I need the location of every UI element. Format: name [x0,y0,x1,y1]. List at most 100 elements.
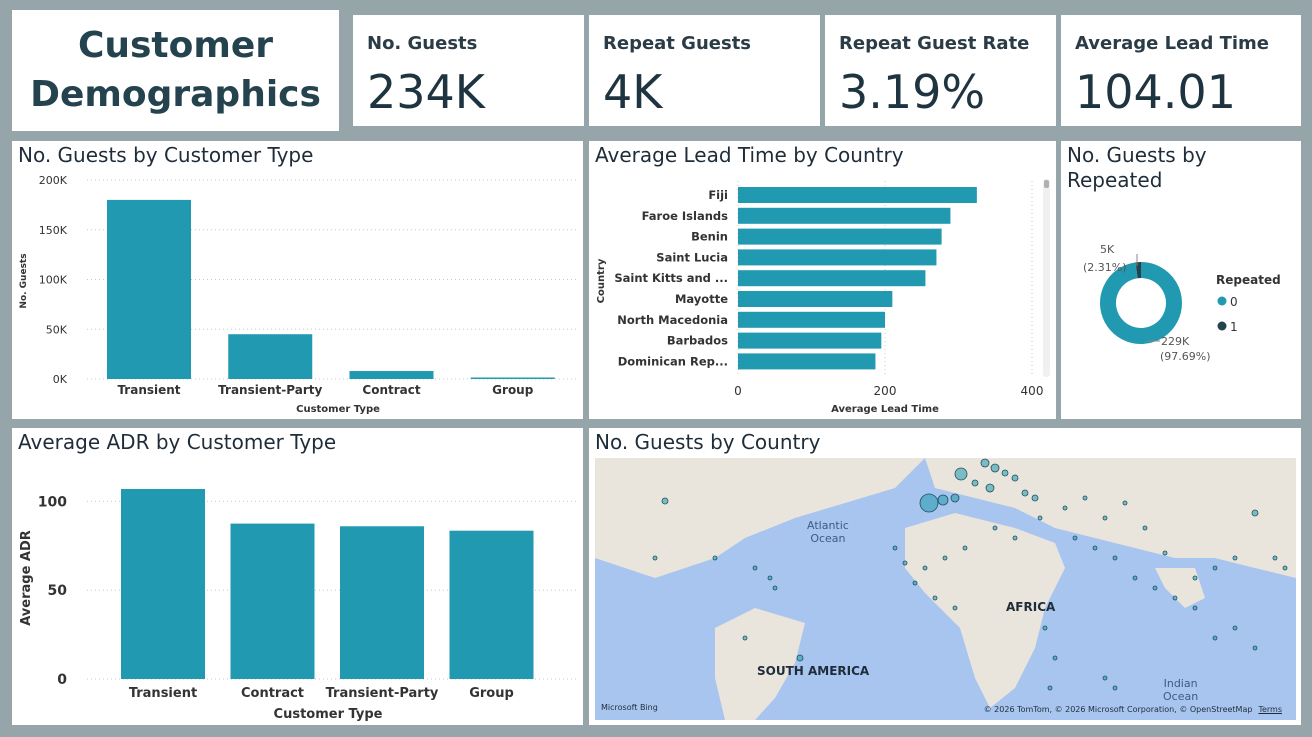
bar [738,270,926,287]
atlantic-line2: Ocean [810,532,846,545]
x-tick-label: Transient [129,686,197,701]
terms-link[interactable]: Terms [1258,705,1282,714]
country-bubble [1192,575,1198,581]
x-axis-label: Customer Type [296,404,380,415]
adr-by-type-panel[interactable]: Average ADR by Customer Type 0 50 100 Trans… [12,428,583,725]
x-tick-label: Transient-Party [326,686,439,701]
country-bubble [752,565,758,571]
repeated-donut-chart[interactable]: 229K (97.69%) 5K (2.31%) Repeated 0 1 [1061,141,1301,419]
kpi-card-guests[interactable]: No. Guests 234K [353,15,584,126]
x-tick-label: 0 [734,384,742,398]
kpi-label: No. Guests [367,33,478,54]
country-bubble [1122,500,1128,506]
bar [230,523,315,679]
country-bubble [922,565,928,571]
x-axis-label: Average Lead Time [831,404,939,415]
country-bubble [712,555,718,561]
bar [107,199,191,379]
country-bubble [1031,494,1039,502]
y-tick-label: 200K [39,174,68,187]
lead-time-by-country-panel[interactable]: Average Lead Time by Country 0 200 400 Fiji… [589,141,1056,419]
country-bubble [912,580,918,586]
bar [738,187,977,203]
bing-text: Microsoft Bing [601,703,658,712]
eurasia-land [925,458,1296,578]
indian-ocean-label: Indian Ocean [1163,677,1198,703]
country-bubble [962,545,968,551]
country-bubble [902,560,908,566]
guests-by-country-map-panel[interactable]: No. Guests by Country Atlantic Ocean AFR… [589,428,1301,725]
country-bubble [1142,525,1148,531]
y-tick-label: Barbados [667,334,728,348]
atlantic-ocean-label: Atlantic Ocean [807,519,849,545]
indian-line2: Ocean [1163,690,1199,703]
y-axis-label: Country [596,258,607,303]
x-tick-label: Transient [117,383,180,397]
scrollbar-track [1043,179,1050,377]
kpi-card-repeat-guests[interactable]: Repeat Guests 4K [589,15,820,126]
data-label-value: 229K [1161,335,1190,348]
bar [738,228,942,245]
country-bubble [1252,645,1258,651]
kpi-label: Repeat Guest Rate [839,33,1030,54]
guests-by-repeated-panel[interactable]: No. Guests by Repeated 229K (97.69%) 5K (2.… [1061,141,1301,419]
y-tick-label: North Macedonia [617,313,728,327]
y-tick-label: Benin [691,230,728,244]
adr-by-type-chart[interactable]: 0 50 100 Transient Contract Transient-Party Gr… [12,428,583,725]
kpi-card-repeat-rate[interactable]: Repeat Guest Rate 3.19% [825,15,1056,126]
lead-time-chart[interactable]: 0 200 400 Fiji Faroe Islands Benin Saint Lucia… [589,141,1056,419]
country-bubble [772,585,778,591]
country-bubble [971,479,979,487]
page-title: Customer Demographics [30,22,321,119]
country-bubble [1282,565,1288,571]
guests-by-type-chart[interactable]: 0K 50K 100K 150K 200K Transient Transient-Part… [12,141,583,419]
y-tick-label: Saint Lucia [656,250,728,264]
y-tick-label: Faroe Islands [642,209,729,223]
world-map[interactable]: Atlantic Ocean AFRICA SOUTH AMERICA Indi… [595,458,1296,720]
y-tick-label: 100 [38,494,67,510]
map-bubbles[interactable] [595,458,1296,720]
guests-by-type-panel[interactable]: No. Guests by Customer Type 0K 50K 100K 150… [12,141,583,419]
bar [738,207,951,224]
data-label-percent: (97.69%) [1160,350,1211,363]
country-bubble [1062,505,1068,511]
bar [449,530,534,679]
country-bubble [1012,535,1018,541]
kpi-value: 104.01 [1075,65,1236,119]
country-bubble [1072,535,1078,541]
country-bubble [1132,575,1138,581]
map-land [595,458,1296,720]
country-bubble [919,493,939,513]
bar [738,249,937,266]
bar [738,291,893,307]
page-title-line1: Customer [77,24,274,66]
bing-logo: Microsoft Bing [601,703,658,712]
country-bubble [1152,585,1158,591]
south-america-land [715,608,805,720]
india-land [1155,568,1205,608]
bar [738,311,885,328]
bar [349,371,434,379]
africa-land [905,513,1065,708]
y-tick-label: 100K [39,274,68,287]
kpi-card-lead-time[interactable]: Average Lead Time 104.01 [1061,15,1301,126]
country-bubble [742,635,748,641]
country-bubble [1052,655,1058,661]
country-bubble [952,605,958,611]
country-bubble [1011,474,1019,482]
legend-label: 0 [1230,295,1238,309]
y-axis-label: No. Guests [19,253,29,308]
country-bubble [980,458,990,468]
south-america-label: SOUTH AMERICA [757,664,870,678]
country-bubble [990,463,1000,473]
bar [738,332,882,349]
country-bubble [1082,495,1088,501]
africa-label: AFRICA [1006,600,1056,614]
country-bubble [1232,555,1238,561]
x-axis-label: Customer Type [274,707,383,722]
country-bubble [992,525,998,531]
country-bubble [1001,469,1009,477]
country-bubble [1092,545,1098,551]
bar [121,488,205,679]
x-tick-label: Group [469,686,514,701]
